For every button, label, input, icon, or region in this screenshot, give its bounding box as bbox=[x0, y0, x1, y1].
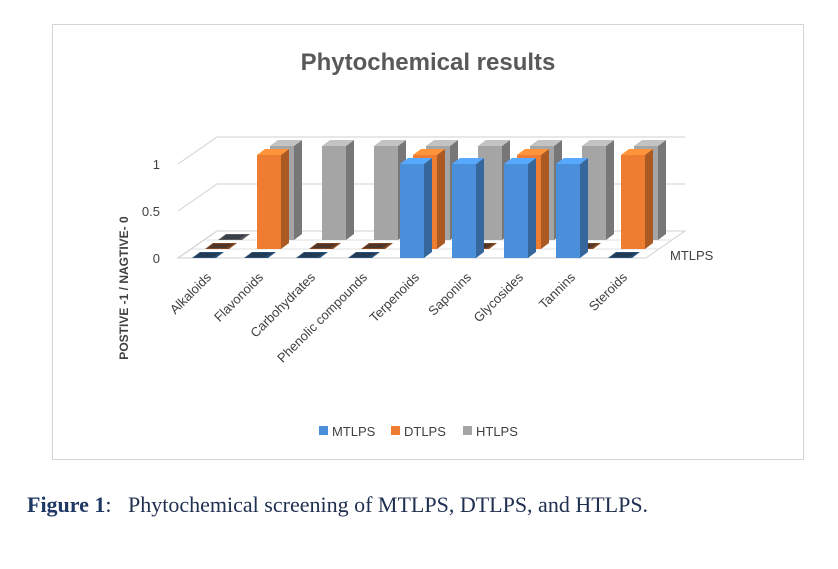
y-tick-label: 0.5 bbox=[142, 204, 160, 219]
bar-mtlps-flavonoids bbox=[244, 252, 276, 258]
category-label: Glycosides bbox=[471, 269, 527, 325]
caption-separator: : bbox=[105, 492, 112, 517]
category-label: Tannins bbox=[536, 269, 579, 312]
bar-htlps-alkaloids bbox=[218, 234, 250, 240]
figure-label: Figure 1 bbox=[27, 492, 106, 517]
bar-dtlps-steroids bbox=[621, 149, 653, 249]
bar-mtlps-terpenoids bbox=[400, 158, 432, 258]
legend: MTLPS DTLPS HTLPS bbox=[319, 424, 518, 439]
category-label: Steroids bbox=[586, 269, 631, 314]
bar-mtlps-glycosides bbox=[504, 158, 536, 258]
y-tick-label: 1 bbox=[153, 157, 160, 172]
bar-mtlps-steroids bbox=[608, 252, 640, 258]
depth-axis-label: MTLPS bbox=[670, 248, 714, 263]
legend-label: DTLPS bbox=[404, 424, 446, 439]
legend-swatch bbox=[319, 426, 328, 435]
side-wall-gridline bbox=[177, 183, 218, 212]
category-label: Saponins bbox=[425, 269, 474, 318]
phytochemical-bar-chart: Phytochemical results 00.51 POSTIVE -1 /… bbox=[117, 49, 714, 439]
bars-group bbox=[192, 140, 666, 258]
figure-caption: Figure 1: Phytochemical screening of MTL… bbox=[27, 489, 773, 521]
category-label: Flavonoids bbox=[211, 269, 266, 324]
bar-mtlps-phenolic-compounds bbox=[348, 252, 380, 258]
y-axis: 00.51 bbox=[142, 157, 160, 266]
bar-dtlps-alkaloids bbox=[205, 243, 237, 249]
category-labels: AlkaloidsFlavonoidsCarbohydratesPhenolic… bbox=[167, 269, 631, 365]
chart-title: Phytochemical results bbox=[301, 49, 556, 76]
legend-swatch bbox=[391, 426, 400, 435]
legend-label: MTLPS bbox=[332, 424, 376, 439]
y-tick-label: 0 bbox=[153, 251, 160, 266]
y-axis-label: POSTIVE -1 / NAGTIVE- 0 bbox=[117, 216, 131, 360]
side-wall-gridline bbox=[177, 230, 218, 259]
bar-mtlps-carbohydrates bbox=[296, 252, 328, 258]
bar-mtlps-saponins bbox=[452, 158, 484, 258]
category-label: Alkaloids bbox=[167, 269, 215, 317]
bar-mtlps-alkaloids bbox=[192, 252, 224, 258]
bar-dtlps-carbohydrates bbox=[309, 243, 341, 249]
side-wall-gridline bbox=[177, 136, 218, 165]
caption-text: Phytochemical screening of MTLPS, DTLPS,… bbox=[128, 492, 649, 517]
category-label: Phenolic compounds bbox=[274, 269, 370, 365]
legend-label: HTLPS bbox=[476, 424, 518, 439]
legend-item-htlps: HTLPS bbox=[463, 424, 518, 439]
legend-item-mtlps: MTLPS bbox=[319, 424, 376, 439]
bar-htlps-carbohydrates bbox=[322, 140, 354, 240]
bar-mtlps-tannins bbox=[556, 158, 588, 258]
legend-item-dtlps: DTLPS bbox=[391, 424, 446, 439]
category-label: Terpenoids bbox=[367, 269, 423, 325]
bar-dtlps-flavonoids bbox=[257, 149, 289, 249]
legend-swatch bbox=[463, 426, 472, 435]
bar-dtlps-phenolic-compounds bbox=[361, 243, 393, 249]
